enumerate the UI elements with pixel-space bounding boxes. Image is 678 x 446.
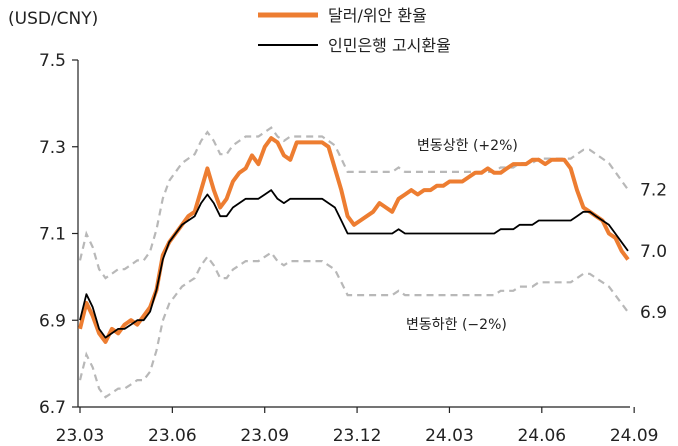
upper-band-label: 변동상한 (+2%) xyxy=(417,138,518,154)
y-tick-label: 6.7 xyxy=(39,398,66,418)
y-tick-label: 7.3 xyxy=(39,138,66,158)
x-tick-label: 24.06 xyxy=(517,426,566,446)
lower-band-label: 변동하한 (−2%) xyxy=(406,317,507,333)
series-line-pboc-fixing xyxy=(79,189,629,339)
right-end-label: 6.9 xyxy=(640,303,667,323)
x-tick-label: 23.12 xyxy=(333,426,382,446)
lower-band-line xyxy=(78,251,629,399)
legend-label-2: 인민은행 고시환율 xyxy=(328,36,451,55)
chart-axes: 6.7 6.9 7.1 7.3 7.5 23.03 23.06 23.09 23.12 24.03… xyxy=(39,51,659,446)
x-tick-label: 23.09 xyxy=(240,426,289,446)
series-line-usd-cny xyxy=(78,136,630,344)
legend-label-1: 달러/위안 환율 xyxy=(328,6,427,25)
right-end-label: 7.2 xyxy=(640,181,667,201)
y-tick-label: 7.1 xyxy=(39,225,66,245)
y-unit-label: (USD/CNY) xyxy=(8,9,98,29)
x-tick-label: 23.03 xyxy=(56,426,105,446)
chart-labels: (USD/CNY) 변동상한 (+2%) 변동하한 (−2%) 7.2 7.0 6.9 xyxy=(8,9,667,333)
x-tick-label: 24.09 xyxy=(610,426,659,446)
series-lines xyxy=(78,136,630,344)
y-tick-label: 6.9 xyxy=(39,311,66,331)
y-tick-label: 7.5 xyxy=(39,51,66,71)
x-tick-label: 23.06 xyxy=(148,426,197,446)
right-end-label: 7.0 xyxy=(640,242,667,262)
x-tick-label: 24.03 xyxy=(425,426,474,446)
